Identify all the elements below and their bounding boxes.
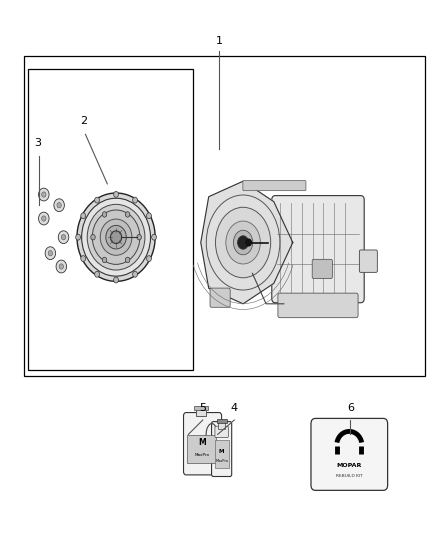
Circle shape — [39, 188, 49, 201]
Ellipse shape — [226, 221, 260, 264]
FancyBboxPatch shape — [312, 259, 332, 278]
Bar — [196, 409, 206, 416]
Circle shape — [125, 212, 130, 217]
Text: REBUILD KIT: REBUILD KIT — [336, 474, 363, 479]
Circle shape — [39, 212, 49, 225]
Bar — [24, 56, 425, 376]
Circle shape — [95, 271, 99, 277]
Bar — [215, 440, 229, 469]
Circle shape — [81, 213, 85, 219]
Bar — [28, 69, 193, 370]
FancyBboxPatch shape — [184, 413, 222, 475]
Bar — [187, 435, 216, 463]
Circle shape — [147, 256, 152, 262]
Circle shape — [42, 216, 46, 221]
Text: 6: 6 — [347, 402, 354, 413]
Circle shape — [58, 231, 69, 244]
Circle shape — [133, 197, 138, 203]
Circle shape — [137, 235, 141, 240]
FancyBboxPatch shape — [210, 288, 230, 307]
Circle shape — [113, 277, 119, 283]
Bar — [194, 406, 208, 410]
Circle shape — [152, 234, 156, 240]
FancyBboxPatch shape — [215, 426, 228, 438]
Circle shape — [95, 197, 99, 203]
Circle shape — [61, 235, 66, 240]
Circle shape — [54, 199, 64, 212]
Text: MaxPro: MaxPro — [194, 453, 209, 457]
Circle shape — [246, 239, 251, 246]
Circle shape — [56, 260, 67, 273]
Text: MaxPro: MaxPro — [215, 459, 228, 463]
Bar — [218, 422, 225, 429]
Bar — [217, 419, 226, 423]
Circle shape — [42, 192, 46, 197]
Text: M: M — [219, 449, 224, 454]
Circle shape — [45, 247, 56, 260]
Circle shape — [57, 203, 61, 208]
Circle shape — [81, 256, 85, 262]
Text: 4: 4 — [231, 402, 238, 413]
Circle shape — [48, 251, 53, 256]
Text: 3: 3 — [34, 138, 41, 148]
Ellipse shape — [215, 207, 271, 278]
Circle shape — [91, 235, 95, 240]
Ellipse shape — [106, 225, 126, 249]
Circle shape — [113, 191, 119, 197]
Circle shape — [125, 257, 130, 263]
Ellipse shape — [110, 231, 122, 244]
FancyBboxPatch shape — [243, 181, 306, 191]
Ellipse shape — [233, 230, 253, 255]
Circle shape — [59, 264, 64, 269]
FancyBboxPatch shape — [311, 418, 388, 490]
Ellipse shape — [81, 198, 151, 276]
Text: 2: 2 — [80, 116, 87, 126]
Text: 5: 5 — [199, 402, 206, 413]
FancyBboxPatch shape — [278, 293, 358, 318]
Circle shape — [76, 234, 81, 240]
Circle shape — [147, 213, 152, 219]
Circle shape — [133, 271, 138, 277]
Circle shape — [237, 236, 249, 249]
FancyBboxPatch shape — [212, 422, 232, 477]
Ellipse shape — [87, 204, 145, 270]
Circle shape — [102, 212, 107, 217]
Text: MOPAR: MOPAR — [337, 463, 362, 468]
Ellipse shape — [77, 193, 155, 281]
Polygon shape — [201, 181, 293, 304]
Ellipse shape — [92, 210, 140, 264]
Circle shape — [102, 257, 107, 263]
Text: M: M — [198, 438, 206, 447]
Ellipse shape — [100, 219, 132, 255]
Text: 1: 1 — [215, 36, 223, 46]
FancyBboxPatch shape — [360, 250, 378, 272]
FancyBboxPatch shape — [272, 196, 364, 303]
